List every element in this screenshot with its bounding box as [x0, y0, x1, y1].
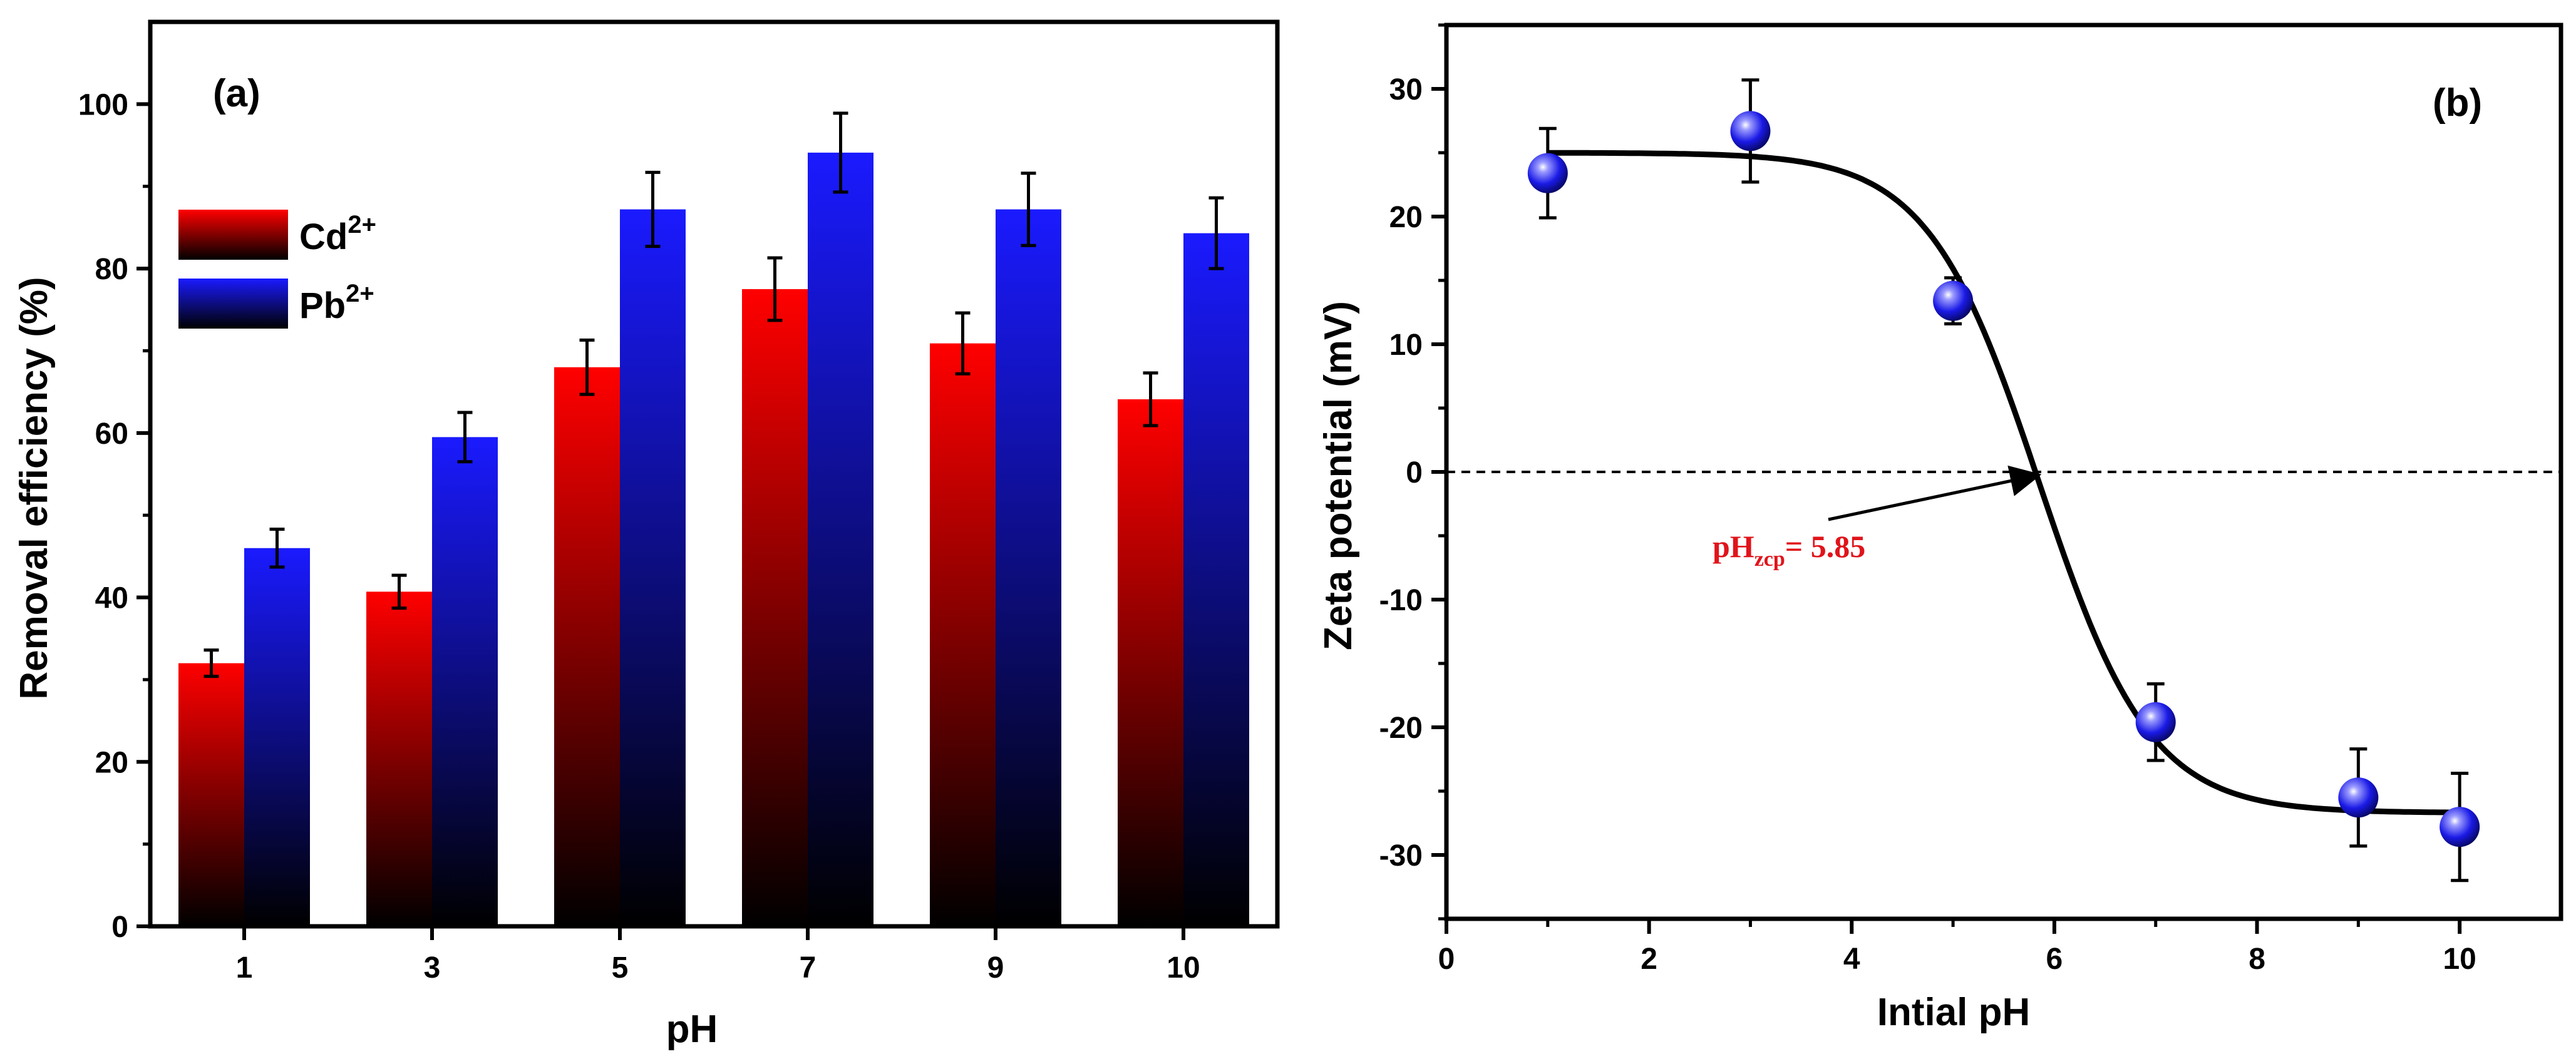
- x-tick-label: 10: [1167, 951, 1200, 985]
- y-tick-label: 80: [95, 253, 128, 286]
- x-tick-label: 2: [1641, 943, 1657, 976]
- x-tick-label: 0: [1438, 943, 1455, 976]
- legend-label-cd: Cd2+: [299, 211, 376, 257]
- x-tick-label: 9: [987, 951, 1004, 985]
- bar-cd-ph-5: [554, 367, 620, 926]
- x-axis-label: Intial pH: [1877, 991, 2031, 1034]
- y-tick-label: 0: [1406, 456, 1423, 489]
- y-axis-label: Removal efficiency (%): [13, 277, 56, 699]
- data-point-ph-5: [1933, 280, 1974, 321]
- data-point-group: [1527, 111, 2480, 847]
- error-bar-group: [204, 111, 1224, 678]
- bar-cd-ph-7: [742, 289, 808, 926]
- zeta-potential-chart: -30 -20 -10 0 10 20 30 0 2 4 6 8 10 (b) pHzcp= 5.85…: [1317, 23, 2563, 1034]
- y-tick-label: 20: [1389, 201, 1423, 234]
- panel-label-b: (b): [2433, 81, 2482, 125]
- y-tick-label: -20: [1379, 712, 1423, 745]
- bar-cd-ph-1: [178, 663, 244, 926]
- removal-efficiency-bar-chart: 0 20 40 60 80 100 1 3 5 7 9 10 (a) Cd2+ Pb2+ pH Re…: [13, 19, 1280, 1051]
- plot-frame: [1444, 23, 2563, 921]
- legend-label-pb: Pb2+: [299, 280, 374, 326]
- data-point-ph-10: [2439, 807, 2480, 847]
- annotation-arrow: [1828, 465, 2042, 521]
- y-tick-label: 100: [78, 88, 128, 121]
- x-tick-label: 3: [424, 951, 441, 985]
- bar-series-group: [178, 152, 1249, 927]
- y-tick-label: -10: [1379, 584, 1423, 617]
- x-tick-label: 10: [2443, 943, 2476, 976]
- data-point-ph-1: [1527, 153, 1568, 193]
- bar-pb-ph-7: [808, 152, 873, 927]
- y-tick-label: 30: [1389, 73, 1423, 106]
- pzc-annotation: pHzcp= 5.85: [1713, 529, 1865, 571]
- y-tick-label: 20: [95, 746, 128, 779]
- x-tick-label: 7: [800, 951, 817, 985]
- bar-cd-ph-9: [930, 343, 996, 926]
- legend-swatch-pb: [178, 279, 288, 329]
- y-tick-label: 40: [95, 582, 128, 615]
- y-tick-label: -30: [1379, 839, 1423, 872]
- y-axis-label: Zeta potential (mV): [1317, 301, 1360, 650]
- y-tick-label: 0: [111, 911, 128, 944]
- x-tick-label: 1: [236, 951, 253, 985]
- x-tick-label: 6: [2046, 943, 2063, 976]
- bar-pb-ph-3: [432, 437, 498, 926]
- data-point-ph-7: [2135, 702, 2176, 742]
- x-tick-label: 8: [2249, 943, 2265, 976]
- data-point-ph-3: [1730, 111, 1771, 151]
- x-tick-label: 4: [1843, 943, 1860, 976]
- bar-pb-ph-10: [1183, 233, 1249, 927]
- y-tick-label: 10: [1389, 329, 1423, 362]
- bar-pb-ph-5: [620, 209, 686, 927]
- x-axis-label: pH: [666, 1008, 718, 1051]
- panel-label-a: (a): [213, 72, 260, 115]
- y-tick-label: 60: [95, 417, 128, 451]
- y-axis-ticks: -30 -20 -10 0 10 20 30: [1379, 23, 1446, 921]
- bar-pb-ph-1: [244, 548, 310, 926]
- legend-swatch-cd: [178, 210, 288, 260]
- bar-pb-ph-9: [996, 209, 1061, 927]
- legend: Cd2+ Pb2+: [178, 210, 376, 329]
- data-point-ph-9: [2338, 777, 2379, 818]
- bar-cd-ph-10: [1118, 399, 1183, 926]
- x-tick-label: 5: [612, 951, 629, 985]
- sigmoid-fit-curve: [1547, 150, 2460, 816]
- x-axis-ticks: 1 3 5 7 9 10: [236, 926, 1200, 985]
- x-axis-ticks: 0 2 4 6 8 10: [1438, 919, 2476, 976]
- error-bar-group: [1538, 78, 2469, 882]
- bar-cd-ph-3: [366, 591, 432, 926]
- plot-frame: [148, 19, 1280, 929]
- y-axis-ticks: 0 20 40 60 80 100: [78, 88, 150, 944]
